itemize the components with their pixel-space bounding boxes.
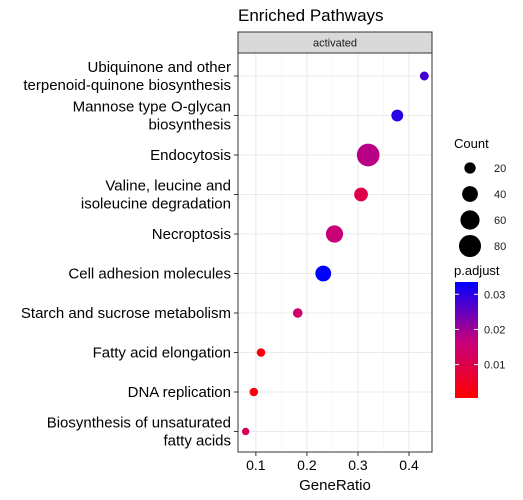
y-tick-label: terpenoid-quinone biosynthesis — [23, 77, 231, 94]
chart-title: Enriched Pathways — [238, 6, 384, 25]
data-point — [241, 427, 250, 436]
panel-border — [237, 52, 433, 453]
y-tick-label: Ubiquinone and other — [88, 59, 231, 76]
data-point — [256, 348, 266, 357]
y-tick-label: Necroptosis — [152, 226, 231, 243]
size-legend-title: Count — [454, 136, 489, 151]
data-point — [249, 387, 259, 397]
y-tick-label: DNA replication — [128, 384, 231, 401]
data-point — [325, 225, 344, 243]
size-legend: 20 40 60 80 — [458, 162, 506, 258]
size-legend-label: 40 — [494, 189, 506, 201]
size-legend-label: 20 — [494, 163, 506, 175]
data-point — [315, 265, 332, 282]
y-tick-label: Fatty acid elongation — [93, 345, 231, 362]
size-legend-key — [464, 162, 476, 174]
y-tick-label: Valine, leucine and — [105, 178, 231, 195]
y-tick-label: Cell adhesion molecules — [68, 266, 231, 283]
color-legend-title: p.adjust — [454, 263, 500, 278]
color-legend-ticks: 0.01 0.02 0.03 — [455, 289, 505, 372]
size-legend-label: 60 — [494, 215, 506, 227]
data-point — [419, 71, 429, 81]
y-tick-label: biosynthesis — [148, 117, 231, 134]
data-point — [391, 109, 404, 122]
x-axis-title: GeneRatio — [299, 477, 371, 494]
y-tick-label: Starch and sucrose metabolism — [21, 305, 231, 322]
y-tick-label: Biosynthesis of unsaturated — [47, 415, 231, 432]
x-tick-label: 0.2 — [297, 457, 317, 473]
size-legend-key — [462, 186, 478, 202]
y-tick-label: fatty acids — [163, 433, 231, 450]
data-point — [292, 308, 303, 318]
size-legend-key — [460, 210, 480, 230]
x-axis: 0.1 0.2 0.3 0.4 — [246, 452, 419, 473]
x-tick-label: 0.1 — [246, 457, 266, 473]
x-tick-label: 0.3 — [348, 457, 368, 473]
size-legend-key — [458, 234, 482, 258]
facet-strip-label: activated — [313, 38, 357, 50]
y-tick-label: Endocytosis — [150, 147, 231, 164]
color-legend-label: 0.03 — [484, 289, 505, 301]
data-point — [356, 143, 380, 167]
data-point — [354, 187, 368, 202]
x-tick-label: 0.4 — [399, 457, 419, 473]
size-legend-label: 80 — [494, 241, 506, 253]
color-legend-label: 0.01 — [484, 360, 505, 372]
color-legend-bar — [455, 282, 478, 398]
y-tick-label: Mannose type O-glycan — [73, 99, 231, 116]
data-points — [241, 71, 429, 436]
y-tick-label: isoleucine degradation — [81, 196, 231, 213]
grid — [238, 53, 432, 452]
color-legend-label: 0.02 — [484, 324, 505, 336]
